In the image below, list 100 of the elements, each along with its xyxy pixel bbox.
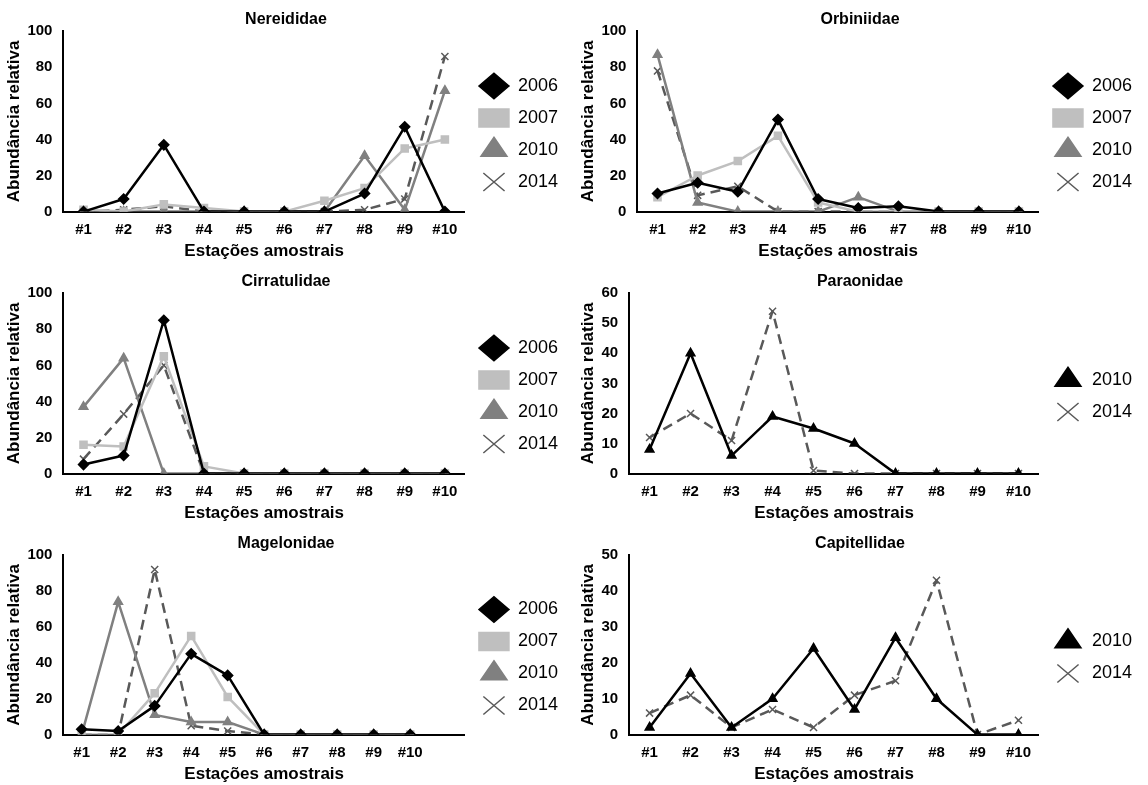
x-tick-label: #7: [292, 742, 310, 760]
x-tick-label: #2: [115, 219, 132, 237]
x-tick-label: #10: [432, 219, 458, 237]
x-tick-label: #4: [195, 481, 213, 499]
x-axis-title: Estações amostrais: [754, 503, 914, 523]
y-tick-label: 50: [601, 313, 619, 331]
legend-label: 2010: [517, 138, 558, 159]
x-tick-label: #9: [970, 219, 988, 237]
x-tick-label: #6: [255, 742, 273, 760]
y-tick-label: 0: [609, 463, 619, 481]
legend-label: 2014: [517, 694, 558, 715]
y-tick-label: 60: [601, 283, 619, 301]
x-tick-label: #2: [689, 219, 706, 237]
x-tick-label: #7: [887, 481, 904, 499]
x-tick-label: #7: [887, 742, 904, 760]
legend-label: 2010: [517, 400, 558, 421]
y-tick-label: 10: [601, 433, 619, 451]
x-tick-label: #6: [275, 481, 293, 499]
x-tick-label: #6: [846, 742, 863, 760]
x-tick-label: #9: [365, 742, 383, 760]
x-tick-label: #4: [182, 742, 201, 760]
x-tick-label: #10: [432, 481, 458, 499]
legend-label: 2007: [517, 106, 558, 127]
x-tick-label: #5: [219, 742, 237, 760]
x-axis-title: Estações amostrais: [184, 764, 345, 784]
x-tick-label: #10: [1005, 481, 1031, 499]
chart-title: Paraonidae: [816, 272, 904, 290]
x-tick-label: #3: [146, 742, 164, 760]
y-tick-label: 80: [35, 581, 53, 599]
x-tick-label: #3: [155, 481, 173, 499]
x-tick-label: #6: [846, 481, 863, 499]
legend-label: 2006: [517, 336, 558, 357]
x-tick-label: #3: [155, 219, 173, 237]
y-tick-label: 0: [618, 201, 627, 219]
x-tick-label: #4: [769, 219, 787, 237]
x-tick-label: #2: [109, 742, 127, 760]
x-tick-label: #5: [235, 481, 253, 499]
x-tick-label: #9: [396, 219, 414, 237]
y-tick-label: 20: [609, 165, 627, 183]
y-tick-label: 60: [609, 93, 627, 111]
x-axis-title: Estações amostrais: [184, 241, 345, 261]
x-tick-label: #3: [729, 219, 747, 237]
legend-label: 2014: [517, 170, 558, 191]
x-tick-label: #5: [805, 481, 822, 499]
y-tick-label: 40: [601, 343, 619, 361]
y-tick-label: 80: [609, 57, 627, 75]
y-tick-label: 50: [601, 545, 619, 563]
x-tick-label: #9: [969, 742, 986, 760]
legend-label: 2007: [1091, 106, 1132, 127]
x-tick-label: #1: [641, 742, 658, 760]
y-tick-label: 40: [35, 391, 53, 409]
legend-label: 2010: [1091, 138, 1132, 159]
y-tick-label: 60: [35, 355, 53, 373]
y-tick-label: 20: [35, 688, 53, 706]
x-tick-label: #1: [641, 481, 658, 499]
y-axis-title: Abundância relativa: [577, 40, 597, 203]
chart-title: Magelonidae: [237, 534, 335, 552]
y-tick-label: 40: [609, 129, 627, 147]
x-tick-label: #2: [682, 742, 699, 760]
y-tick-label: 100: [27, 545, 53, 563]
legend-label: 2010: [1091, 368, 1132, 389]
y-axis-title: Abundância relativa: [577, 302, 597, 465]
y-tick-label: 0: [609, 724, 619, 742]
y-tick-label: 80: [35, 57, 53, 75]
x-tick-label: #4: [195, 219, 213, 237]
legend-label: 2006: [517, 598, 558, 619]
x-axis-title: Estações amostrais: [184, 503, 345, 523]
x-tick-label: #10: [1006, 219, 1032, 237]
y-axis-title: Abundância relativa: [3, 40, 23, 203]
y-tick-label: 60: [35, 617, 53, 635]
chart-title: Cirratulidae: [241, 272, 331, 290]
x-tick-label: #8: [356, 481, 373, 499]
y-tick-label: 0: [44, 724, 53, 742]
x-tick-label: #6: [849, 219, 867, 237]
x-tick-label: #8: [928, 481, 945, 499]
x-tick-label: #1: [75, 219, 92, 237]
x-axis-title: Estações amostrais: [758, 241, 919, 261]
x-tick-label: #5: [805, 742, 822, 760]
legend-label: 2006: [1091, 74, 1132, 95]
legend-label: 2006: [517, 74, 558, 95]
x-tick-label: #8: [356, 219, 373, 237]
y-tick-label: 0: [44, 463, 53, 481]
y-tick-label: 100: [27, 21, 53, 39]
x-tick-label: #4: [764, 481, 782, 499]
legend-label: 2007: [517, 630, 558, 651]
y-tick-label: 40: [35, 129, 53, 147]
y-axis-title: Abundância relativa: [3, 302, 23, 465]
x-tick-label: #8: [328, 742, 346, 760]
y-tick-label: 40: [601, 581, 619, 599]
y-tick-label: 80: [35, 319, 53, 337]
x-tick-label: #6: [275, 219, 293, 237]
x-tick-label: #1: [75, 481, 92, 499]
x-tick-label: #3: [723, 481, 740, 499]
legend-label: 2010: [1091, 630, 1132, 651]
y-tick-label: 10: [601, 688, 619, 706]
chart-title: Capitellidae: [815, 534, 905, 552]
chart-title: Orbiniidae: [820, 10, 900, 28]
chart-title: Nereididae: [245, 10, 328, 28]
y-tick-label: 0: [44, 201, 53, 219]
y-tick-label: 20: [601, 403, 619, 421]
